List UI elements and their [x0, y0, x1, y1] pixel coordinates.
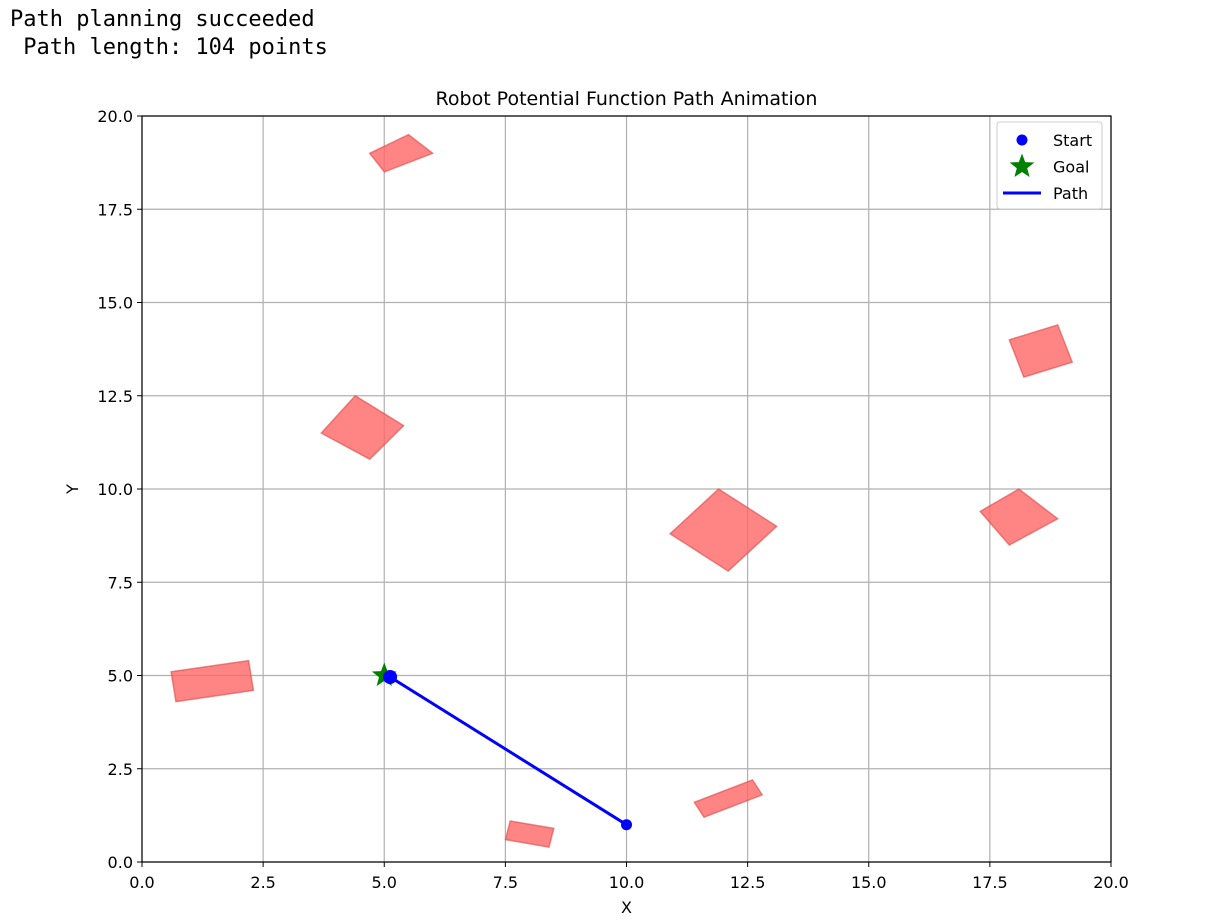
robot-marker	[383, 669, 398, 684]
x-tick-label: 20.0	[1093, 873, 1129, 892]
y-axis-label: Y	[63, 484, 82, 495]
obstacle	[668, 488, 778, 573]
legend-start-marker	[1016, 134, 1028, 146]
start-marker	[621, 819, 632, 831]
legend-label: Path	[1053, 184, 1088, 203]
obstacle	[170, 659, 255, 703]
path-layer	[371, 662, 632, 831]
x-tick-label: 10.0	[609, 873, 645, 892]
y-tick-label: 17.5	[97, 200, 133, 219]
status-line-1: Path planning succeeded	[10, 7, 315, 32]
x-tick-label: 12.5	[730, 873, 766, 892]
x-tick-label: 5.0	[372, 873, 397, 892]
status-line-2: Path length: 104 points	[10, 35, 328, 60]
legend-label: Start	[1053, 131, 1092, 150]
axis-ticks: 0.0 2.5 5.0 7.5 10.0 12.5 15.0 17.5 20.0 0.0 2.5 5.…	[97, 107, 1128, 892]
obstacle	[979, 488, 1060, 546]
y-tick-label: 7.5	[108, 573, 133, 592]
legend-label: Goal	[1053, 158, 1089, 177]
path-line	[389, 675, 628, 826]
grid	[141, 115, 1112, 863]
y-tick-label: 20.0	[97, 107, 133, 126]
obstacles	[170, 133, 1074, 848]
x-tick-label: 2.5	[250, 873, 275, 892]
obstacle	[1008, 323, 1074, 379]
x-tick-label: 0.0	[129, 873, 154, 892]
y-tick-label: 0.0	[108, 853, 133, 872]
obstacle	[320, 394, 405, 461]
x-tick-label: 7.5	[493, 873, 518, 892]
x-tick-label: 15.0	[851, 873, 887, 892]
status-text: Path planning succeeded Path length: 104…	[10, 6, 328, 62]
y-tick-label: 2.5	[108, 760, 133, 779]
obstacle	[504, 820, 555, 848]
y-tick-label: 10.0	[97, 480, 133, 499]
x-tick-label: 17.5	[972, 873, 1008, 892]
y-tick-label: 15.0	[97, 294, 133, 313]
y-tick-label: 5.0	[108, 667, 133, 686]
chart-title: Robot Potential Function Path Animation	[436, 88, 818, 110]
obstacle	[693, 778, 764, 819]
legend-goal-marker	[1009, 153, 1035, 177]
y-tick-label: 12.5	[97, 387, 133, 406]
x-axis-label: X	[621, 898, 632, 917]
obstacle	[368, 133, 435, 173]
legend: Start Goal Path	[996, 121, 1103, 210]
